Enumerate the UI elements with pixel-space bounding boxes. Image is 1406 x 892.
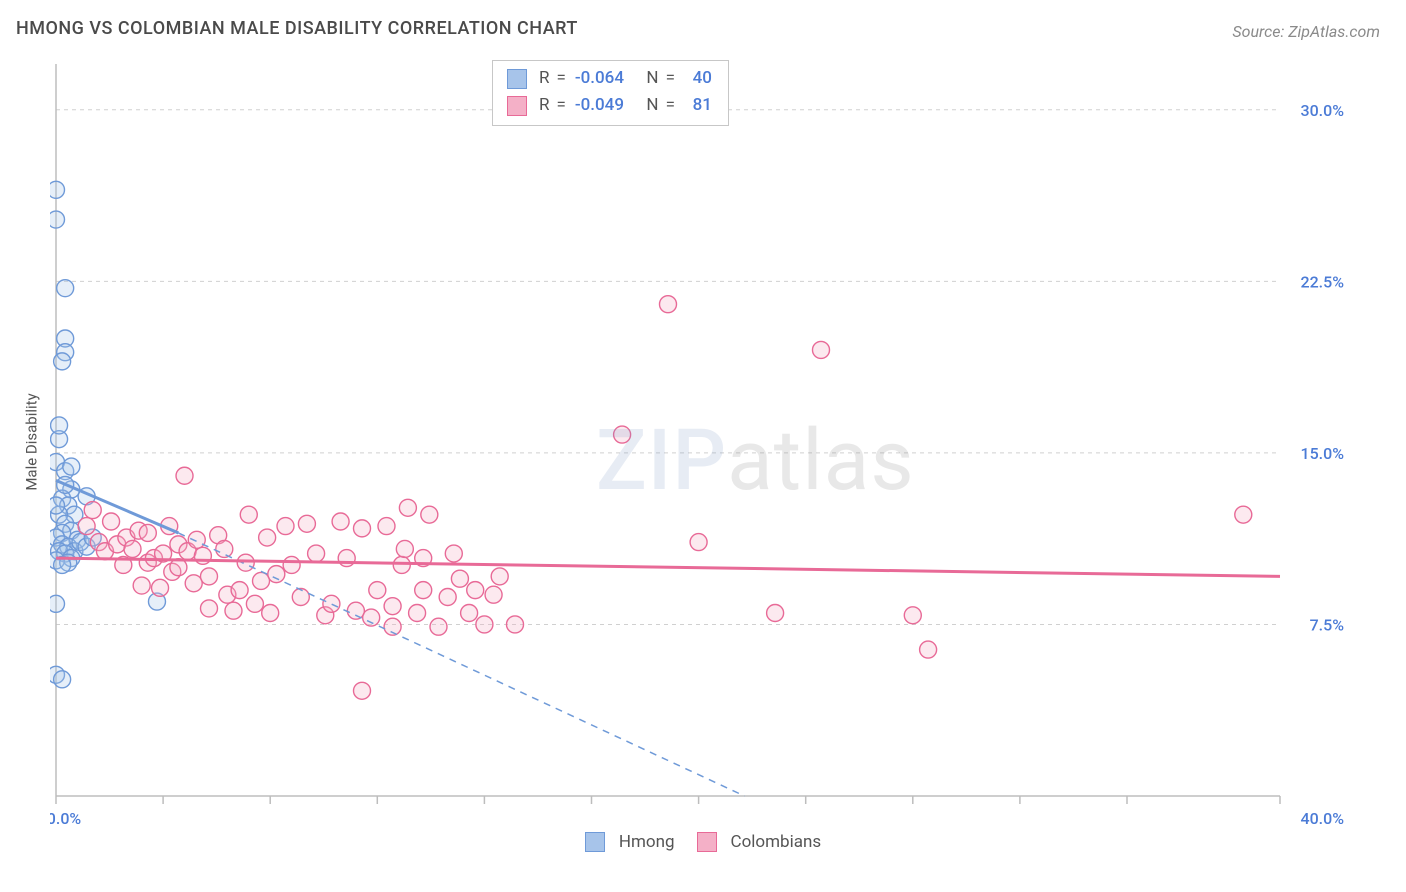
legend-swatch bbox=[507, 69, 527, 89]
chart-title: HMONG VS COLOMBIAN MALE DISABILITY CORRE… bbox=[16, 18, 578, 39]
y-axis-label-text: Male Disability bbox=[23, 393, 41, 490]
svg-text:22.5%: 22.5% bbox=[1300, 272, 1344, 291]
stats-legend-row: R=-0.064 N=40 bbox=[507, 65, 714, 92]
legend-n-label: N bbox=[646, 92, 658, 119]
series-legend: Hmong Colombians bbox=[0, 832, 1406, 852]
scatter-plot-svg: 7.5% 15.0% 22.5% 30.0% 0.0% 40.0% bbox=[50, 58, 1350, 826]
legend-swatch bbox=[697, 832, 717, 852]
series-legend-label: Colombians bbox=[731, 832, 822, 852]
plot-area: 7.5% 15.0% 22.5% 30.0% 0.0% 40.0% bbox=[50, 58, 1350, 826]
series-legend-label: Hmong bbox=[619, 832, 675, 852]
legend-n-label: N bbox=[646, 65, 658, 92]
legend-swatch bbox=[507, 96, 527, 116]
legend-r-label: R bbox=[539, 92, 549, 119]
legend-r-value: -0.049 bbox=[575, 92, 624, 119]
stats-legend-row: R=-0.049 N=81 bbox=[507, 92, 714, 119]
svg-text:30.0%: 30.0% bbox=[1300, 101, 1344, 120]
stats-legend: R=-0.064 N=40R=-0.049 N=81 bbox=[492, 60, 729, 126]
legend-swatch bbox=[585, 832, 605, 852]
series-legend-item: Colombians bbox=[697, 832, 822, 852]
svg-text:40.0%: 40.0% bbox=[1300, 809, 1344, 826]
source-credit: Source: ZipAtlas.com bbox=[1232, 22, 1380, 41]
legend-n-value: 40 bbox=[684, 65, 712, 92]
legend-r-label: R bbox=[539, 65, 549, 92]
legend-r-value: -0.064 bbox=[575, 65, 624, 92]
svg-text:15.0%: 15.0% bbox=[1300, 444, 1344, 463]
svg-text:7.5%: 7.5% bbox=[1310, 615, 1345, 634]
series-legend-item: Hmong bbox=[585, 832, 675, 852]
y-axis-label: Male Disability bbox=[20, 58, 44, 826]
legend-n-value: 81 bbox=[684, 92, 712, 119]
svg-text:0.0%: 0.0% bbox=[50, 809, 81, 826]
